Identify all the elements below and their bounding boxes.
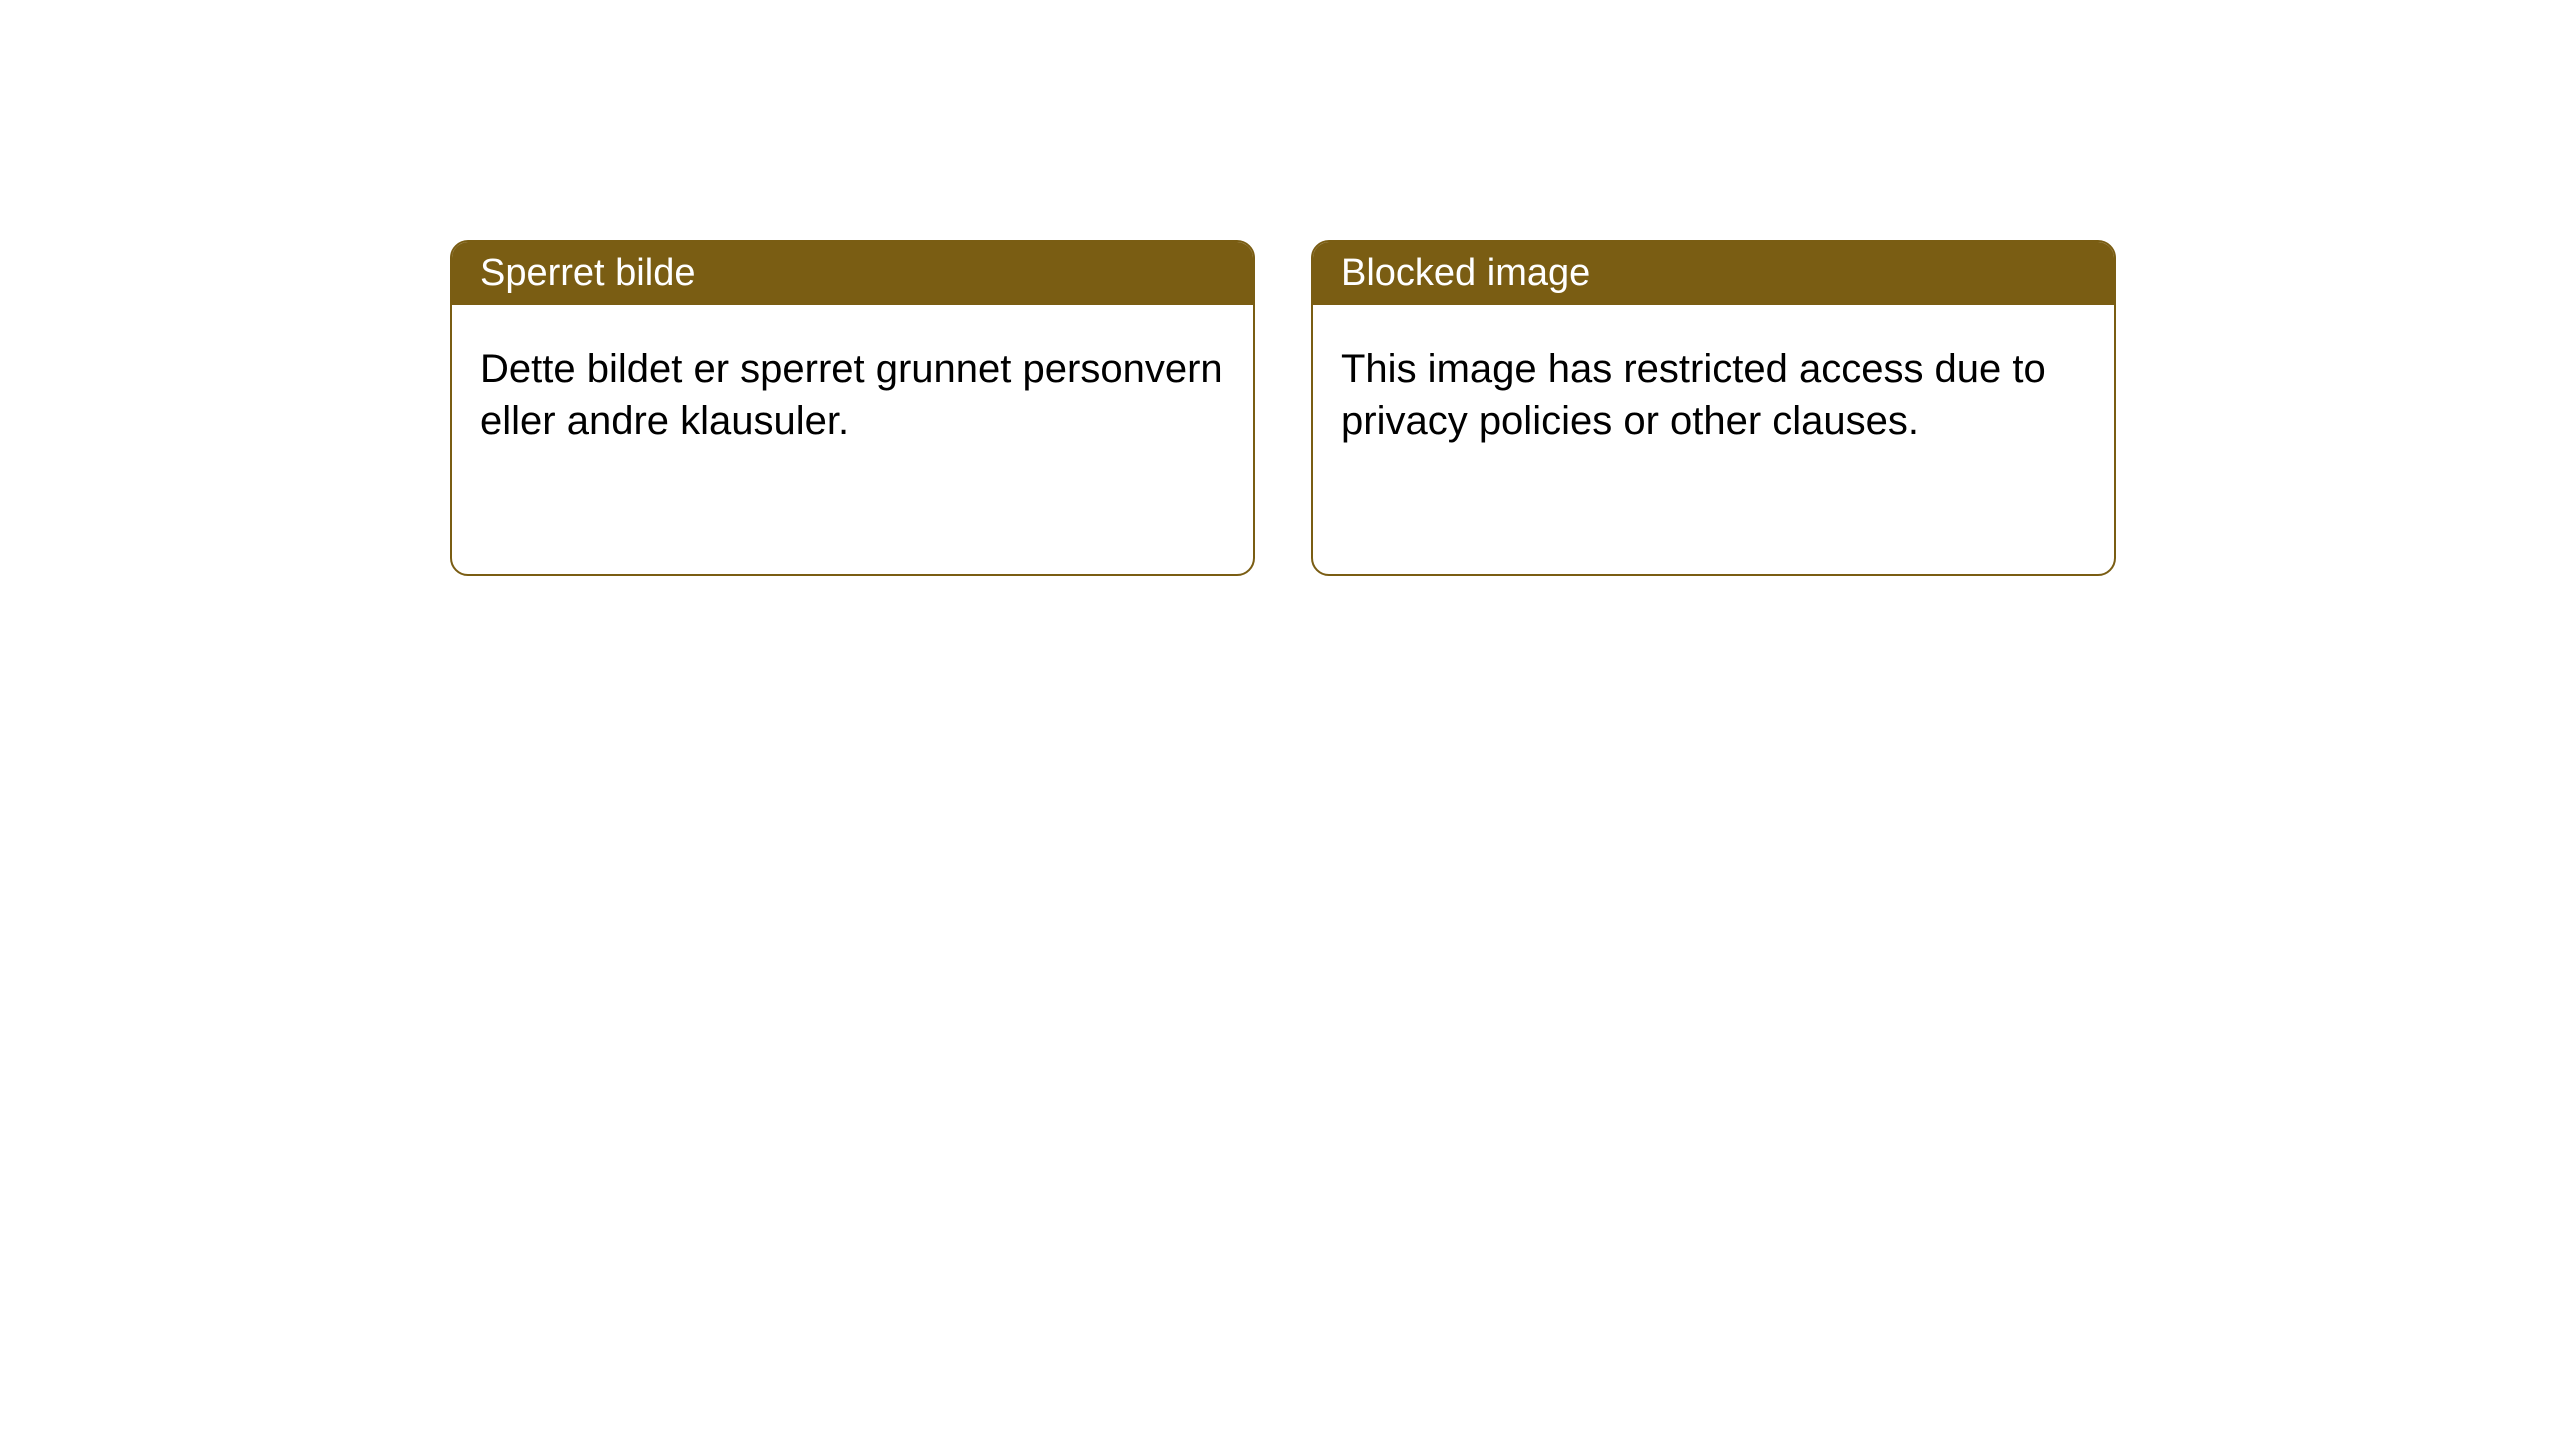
card-title: Sperret bilde [480,252,695,294]
card-message: This image has restricted access due to … [1341,347,2046,443]
card-title: Blocked image [1341,252,1590,294]
card-header: Blocked image [1313,242,2114,305]
card-header: Sperret bilde [452,242,1253,305]
card-body: This image has restricted access due to … [1313,305,2114,485]
notice-container: Sperret bilde Dette bildet er sperret gr… [0,0,2560,576]
card-body: Dette bildet er sperret grunnet personve… [452,305,1253,485]
notice-card-norwegian: Sperret bilde Dette bildet er sperret gr… [450,240,1255,576]
notice-card-english: Blocked image This image has restricted … [1311,240,2116,576]
card-message: Dette bildet er sperret grunnet personve… [480,347,1223,443]
